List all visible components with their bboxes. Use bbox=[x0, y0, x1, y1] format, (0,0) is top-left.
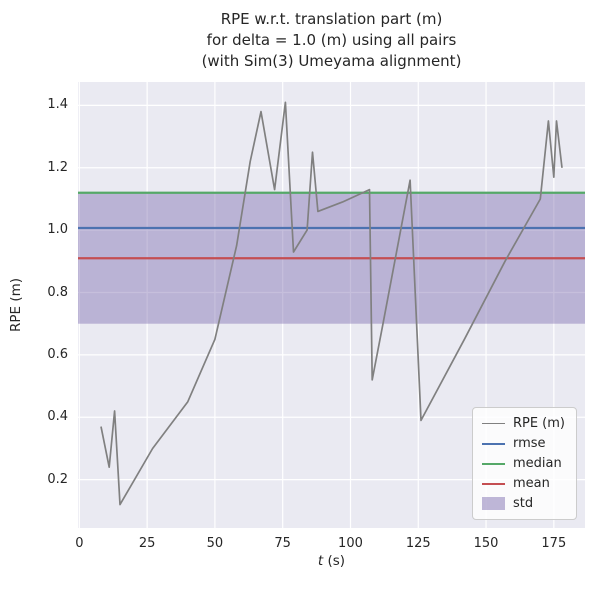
legend-label-mean: mean bbox=[512, 476, 550, 491]
plot-area: RPE (m) rmse median mean std bbox=[78, 82, 585, 528]
rpe-m-trace bbox=[100, 101, 563, 506]
chart-title-line-1: RPE w.r.t. translation part (m) bbox=[220, 10, 443, 28]
x-axis-label-unit: (s) bbox=[323, 553, 346, 569]
x-tick-label: 150 bbox=[473, 536, 499, 551]
legend-swatch-mean bbox=[481, 482, 505, 485]
legend-item-std: std bbox=[481, 496, 565, 511]
x-tick-label: 125 bbox=[405, 536, 431, 551]
y-tick-label: 1.2 bbox=[47, 159, 68, 175]
y-tick-label: 0.4 bbox=[47, 409, 68, 425]
legend-item-median: median bbox=[481, 456, 565, 471]
chart-title-line-3: (with Sim(3) Umeyama alignment) bbox=[201, 52, 462, 70]
x-tick-label: 0 bbox=[75, 536, 84, 551]
legend-item-rpe-m: RPE (m) bbox=[481, 416, 565, 431]
legend-label-median: median bbox=[512, 456, 562, 471]
legend-swatch-median bbox=[481, 462, 505, 465]
chart-title-line-2: for delta = 1.0 (m) using all pairs bbox=[206, 31, 457, 49]
y-tick-label: 1.4 bbox=[47, 97, 68, 113]
x-tick-label: 100 bbox=[338, 536, 363, 551]
x-tick-label: 75 bbox=[274, 536, 291, 551]
legend-swatch-rmse bbox=[481, 442, 505, 445]
legend-swatch-std bbox=[481, 497, 505, 510]
y-tick-label: 1.0 bbox=[47, 222, 68, 238]
x-tick-label: 25 bbox=[138, 536, 156, 551]
legend-label-rmse: rmse bbox=[512, 436, 546, 451]
y-tick-label: 0.2 bbox=[47, 471, 68, 487]
plot-svg bbox=[78, 82, 585, 528]
legend-item-rmse: rmse bbox=[481, 436, 565, 451]
chart-title: RPE w.r.t. translation part (m) for delt… bbox=[78, 9, 585, 72]
legend: RPE (m) rmse median mean std bbox=[471, 407, 577, 520]
legend-label-std: std bbox=[512, 496, 534, 511]
y-axis-label: RPE (m) bbox=[8, 277, 24, 333]
x-axis-label-variable: t bbox=[317, 553, 324, 569]
legend-swatch-rpe-m bbox=[481, 423, 505, 424]
x-tick-label: 50 bbox=[206, 536, 224, 551]
x-tick-label: 175 bbox=[541, 536, 567, 551]
x-axis-label: t (s) bbox=[78, 553, 585, 569]
legend-label-rpe-m: RPE (m) bbox=[512, 416, 565, 431]
legend-item-mean: mean bbox=[481, 476, 565, 491]
